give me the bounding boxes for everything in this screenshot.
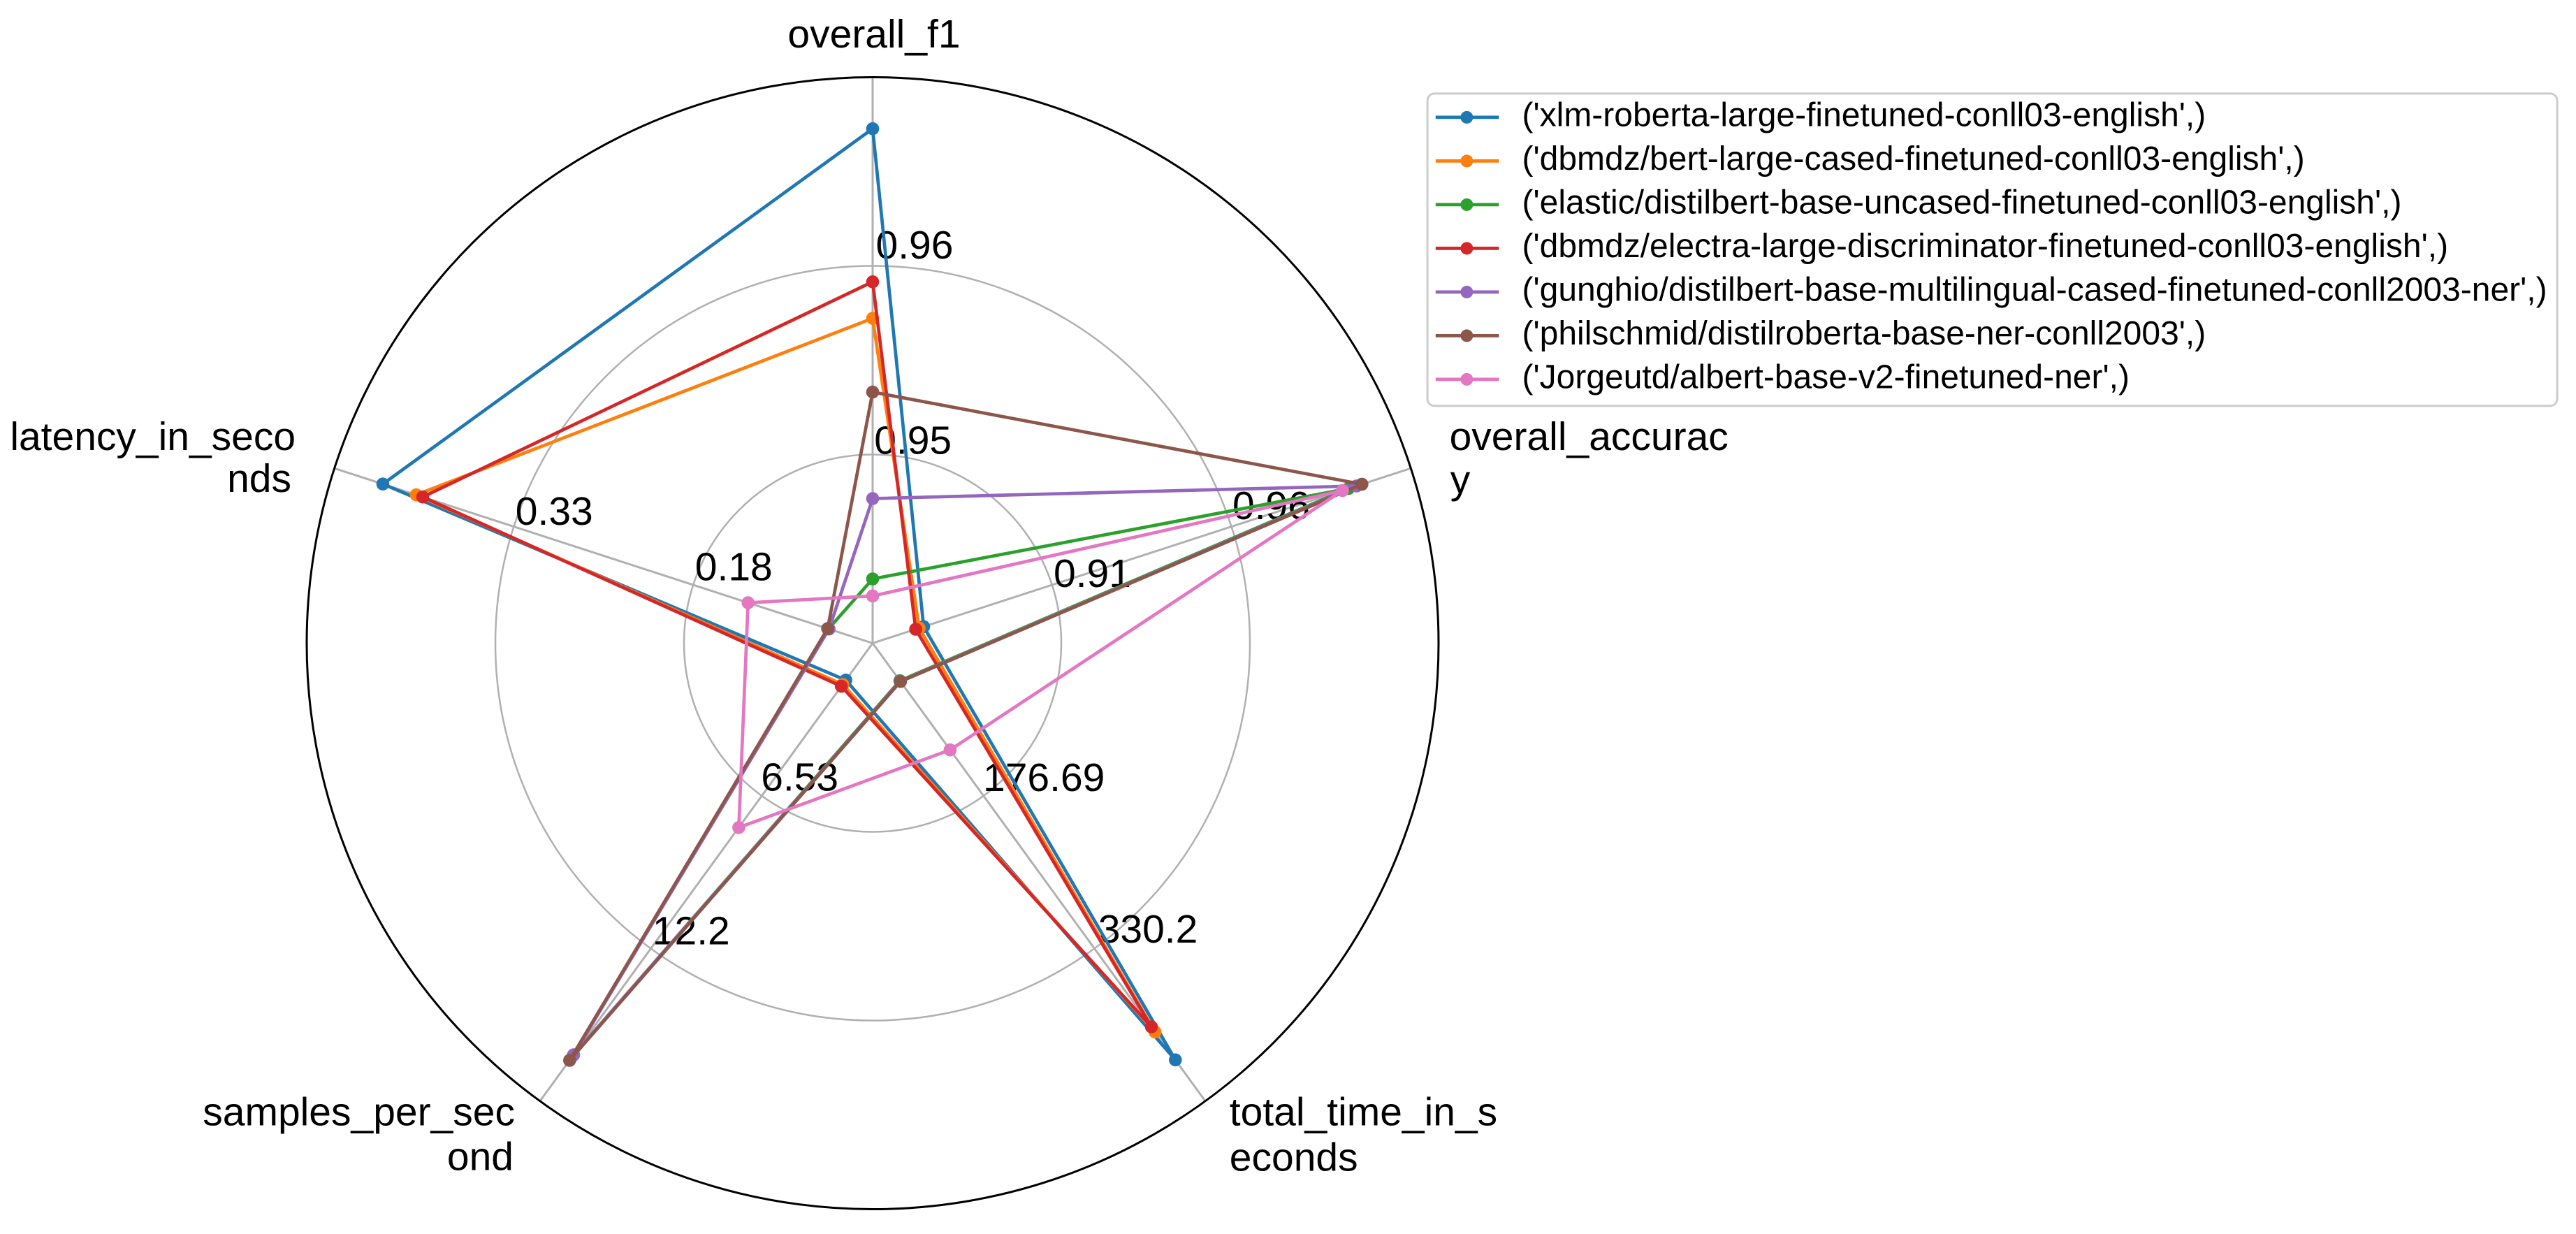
svg-text:('Jorgeutd/albert-base-v2-fine: ('Jorgeutd/albert-base-v2-finetuned-ner'…: [1522, 358, 2130, 395]
svg-text:6.53: 6.53: [761, 755, 838, 800]
svg-text:12.2: 12.2: [653, 909, 730, 954]
svg-text:latency_in_seco: latency_in_seco: [10, 414, 296, 459]
svg-text:0.33: 0.33: [516, 489, 593, 534]
svg-text:('dbmdz/electra-large-discrimi: ('dbmdz/electra-large-discriminator-fine…: [1522, 228, 2449, 265]
svg-text:econds: econds: [1230, 1135, 1358, 1180]
svg-text:ond: ond: [447, 1135, 514, 1179]
svg-text:('philschmid/distilroberta-bas: ('philschmid/distilroberta-base-ner-conl…: [1522, 315, 2206, 352]
svg-text:330.2: 330.2: [1098, 907, 1198, 952]
svg-text:0.96: 0.96: [876, 223, 954, 268]
svg-text:('elastic/distilbert-base-unca: ('elastic/distilbert-base-uncased-finetu…: [1522, 184, 2402, 221]
svg-text:y: y: [1450, 458, 1471, 502]
svg-text:overall_accurac: overall_accurac: [1450, 414, 1729, 459]
svg-text:0.95: 0.95: [874, 419, 952, 463]
svg-text:('gunghio/distilbert-base-mult: ('gunghio/distilbert-base-multilingual-c…: [1522, 271, 2547, 308]
svg-text:samples_per_sec: samples_per_sec: [203, 1090, 515, 1135]
svg-text:overall_f1: overall_f1: [787, 12, 960, 57]
svg-text:0.18: 0.18: [695, 545, 773, 590]
svg-text:total_time_in_s: total_time_in_s: [1230, 1090, 1497, 1135]
svg-text:nds: nds: [227, 456, 291, 501]
svg-text:('dbmdz/bert-large-cased-finet: ('dbmdz/bert-large-cased-finetuned-conll…: [1522, 140, 2305, 177]
svg-text:('xlm-roberta-large-finetuned-: ('xlm-roberta-large-finetuned-conll03-en…: [1522, 96, 2206, 133]
